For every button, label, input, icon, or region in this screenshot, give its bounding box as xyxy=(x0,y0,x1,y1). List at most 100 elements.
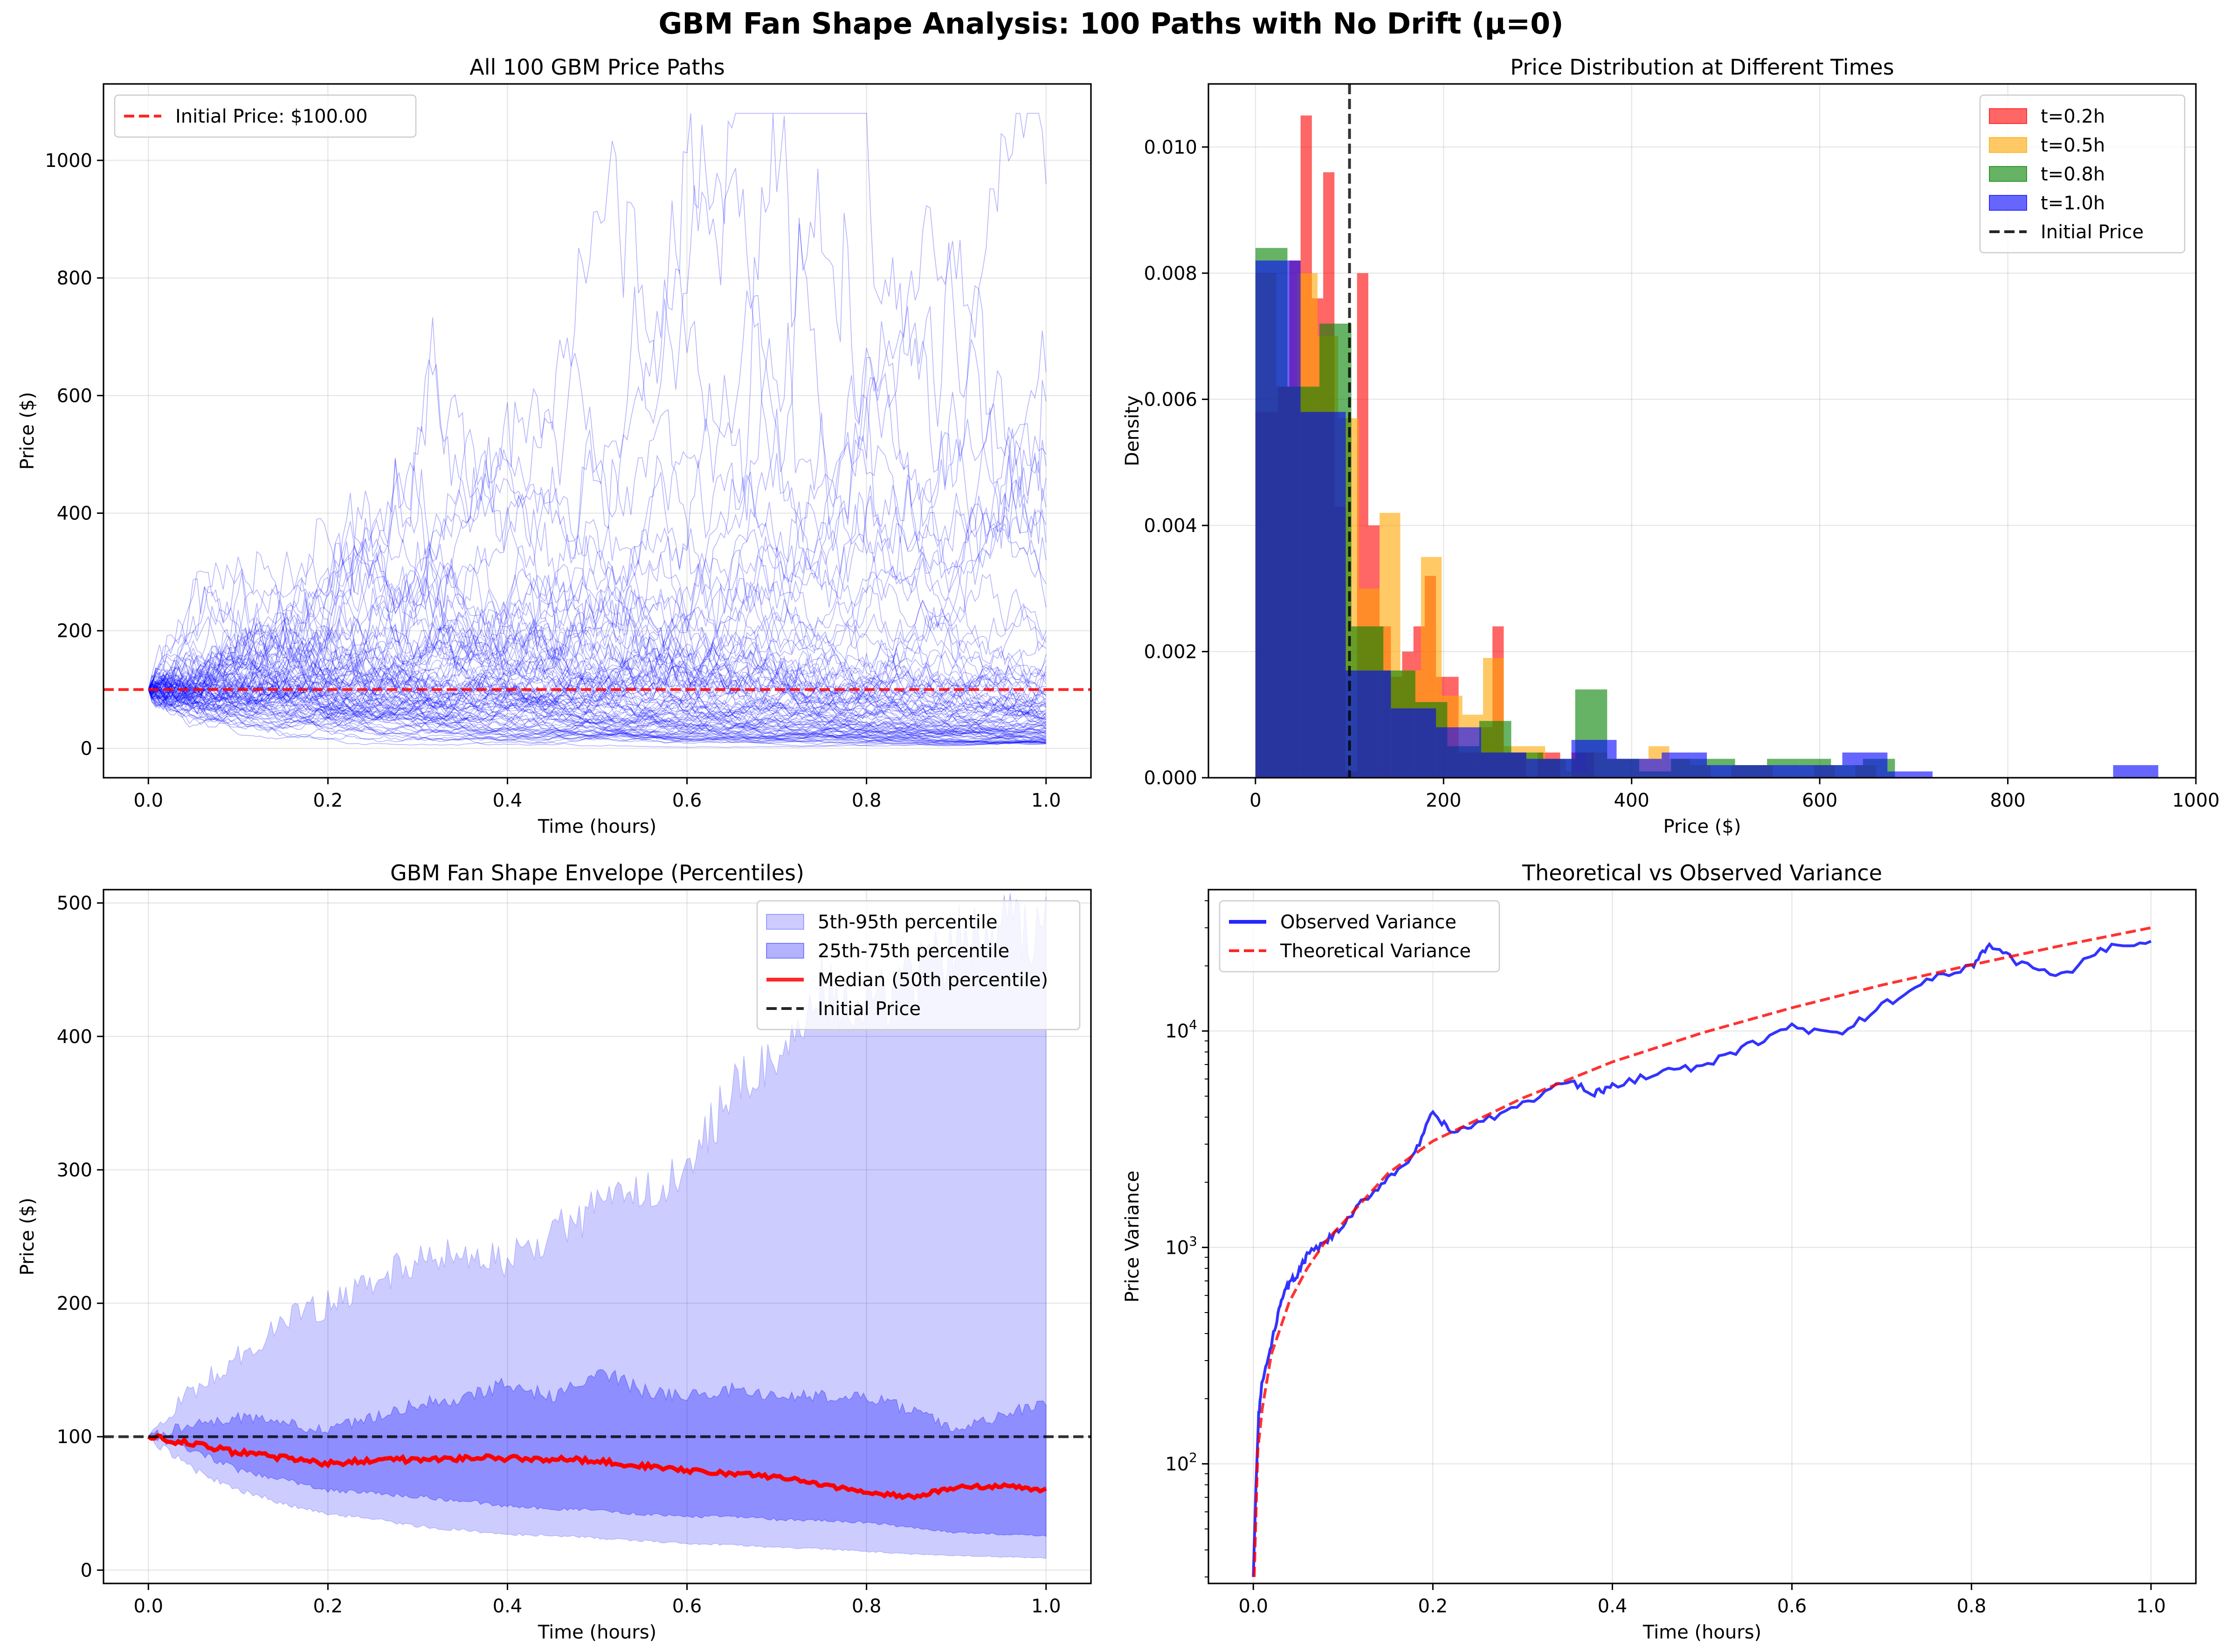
price-path xyxy=(148,668,1046,746)
price-path xyxy=(148,670,1046,745)
price-path xyxy=(148,689,1046,746)
plot-area xyxy=(104,893,1091,1559)
plot-area xyxy=(1255,84,2159,778)
price-path xyxy=(148,631,1047,733)
histogram-t=1.0h xyxy=(1255,260,2159,778)
price-path xyxy=(148,578,1046,744)
axes-frame xyxy=(103,83,1092,779)
price-path xyxy=(148,689,1046,745)
chart-variance: 0.0 0.2 0.4 0.6 0.8 1.0 102 103 104 Theoretical v… xyxy=(1122,860,2197,1643)
price-path xyxy=(148,675,1046,748)
y-tick-label: 0.004 xyxy=(1144,515,1197,537)
legend-swatch xyxy=(766,943,804,959)
y-tick-label: 400 xyxy=(57,503,92,525)
histogram-bar xyxy=(1300,412,1346,778)
price-path xyxy=(148,664,1047,739)
price-path xyxy=(148,224,1047,704)
y-tick-label: 0.008 xyxy=(1144,263,1197,284)
grid xyxy=(104,84,1091,778)
price-path xyxy=(148,677,1047,733)
price-path xyxy=(148,627,1046,720)
price-path xyxy=(148,567,1046,732)
price-path xyxy=(148,664,1047,735)
y-tick-label: 600 xyxy=(57,385,92,407)
histogram-bar xyxy=(1797,765,1842,778)
x-axis-label: Time (hours) xyxy=(538,1622,656,1643)
price-path xyxy=(148,636,1046,742)
price-path xyxy=(148,689,1047,740)
price-path xyxy=(148,615,1047,718)
price-path xyxy=(148,671,1047,739)
price-path xyxy=(148,564,1046,705)
price-path xyxy=(148,573,1047,716)
axes-frame xyxy=(103,889,1092,1584)
axes-frame xyxy=(1208,83,2197,779)
price-path xyxy=(148,686,1046,744)
price-path xyxy=(148,669,1047,721)
price-path xyxy=(148,627,1047,741)
price-path xyxy=(148,675,1046,743)
price-path xyxy=(148,467,1047,695)
histogram-bar xyxy=(1707,765,1752,778)
y-tick-label: 104 xyxy=(1165,1017,1197,1042)
price-path xyxy=(148,624,1046,715)
histogram-bar xyxy=(1887,771,1933,778)
price-path xyxy=(148,634,1047,737)
histogram-bar xyxy=(1346,670,1391,778)
histogram-bar xyxy=(1391,708,1436,778)
price-path xyxy=(148,242,1047,705)
x-tick-label: 0.8 xyxy=(1957,1596,1987,1617)
axes-title: Theoretical vs Observed Variance xyxy=(1522,860,1882,885)
legend-swatch xyxy=(1989,166,2027,182)
price-path xyxy=(148,140,1047,701)
legend: 5th-95th percentile 25th-75th percentile M… xyxy=(756,900,1081,1030)
price-path xyxy=(148,317,1046,731)
x-tick-label: 1.0 xyxy=(1031,1596,1061,1617)
y-tick-label: 0.002 xyxy=(1144,641,1197,663)
legend-label: t=1.0h xyxy=(2041,193,2105,214)
legend: t=0.2h t=0.5h t=0.8h t=1.0h Initial Price xyxy=(1979,94,2186,254)
price-path xyxy=(148,645,1047,729)
histogram-bar xyxy=(1842,752,1888,778)
x-tick-label: 0.4 xyxy=(493,1596,523,1617)
x-tick-label: 600 xyxy=(1802,790,1837,811)
x-axis-label: Price ($) xyxy=(1663,816,1741,837)
plot-area xyxy=(104,113,1091,748)
price-path xyxy=(148,636,1047,728)
x-tick-label: 0 xyxy=(1249,790,1261,811)
x-tick-label: 1.0 xyxy=(2136,1596,2166,1617)
chart-price-distribution: 0 200 400 600 800 1000 0.000 0.002 0.004 0.006 0.0… xyxy=(1122,55,2220,837)
figure-title: GBM Fan Shape Analysis: 100 Paths with N… xyxy=(658,7,1564,41)
x-tick-label: 200 xyxy=(1426,790,1461,811)
y-tick-label: 400 xyxy=(57,1026,92,1048)
price-path xyxy=(148,113,1047,712)
price-path xyxy=(148,650,1046,730)
band-5-95 xyxy=(148,893,1047,1559)
price-path xyxy=(148,671,1047,719)
x-tick-label: 0.2 xyxy=(313,790,343,811)
y-tick-label: 500 xyxy=(57,893,92,914)
price-path xyxy=(148,681,1047,742)
x-axis-label: Time (hours) xyxy=(1642,1622,1761,1643)
price-path xyxy=(148,689,1046,742)
x-tick-label: 0.4 xyxy=(493,790,523,811)
y-tick-label: 0 xyxy=(81,1560,92,1581)
observed-variance-line xyxy=(1252,940,2152,1577)
axes-title: Price Distribution at Different Times xyxy=(1510,55,1894,80)
price-path xyxy=(148,655,1047,723)
histogram-bar xyxy=(1481,752,1526,778)
price-path xyxy=(148,610,1046,744)
price-path xyxy=(148,689,1046,744)
y-tick-label: 1000 xyxy=(45,150,92,172)
y-tick-label: 300 xyxy=(57,1160,92,1181)
legend-label: Median (50th percentile) xyxy=(818,969,1048,991)
legend-label: Initial Price xyxy=(818,998,921,1020)
price-path xyxy=(148,613,1046,724)
price-path xyxy=(148,689,1046,744)
price-path xyxy=(148,492,1046,734)
price-path xyxy=(148,589,1047,718)
legend-frame xyxy=(1219,900,1500,973)
x-tick-label: 1.0 xyxy=(1031,790,1061,811)
y-tick-label: 800 xyxy=(57,268,92,289)
